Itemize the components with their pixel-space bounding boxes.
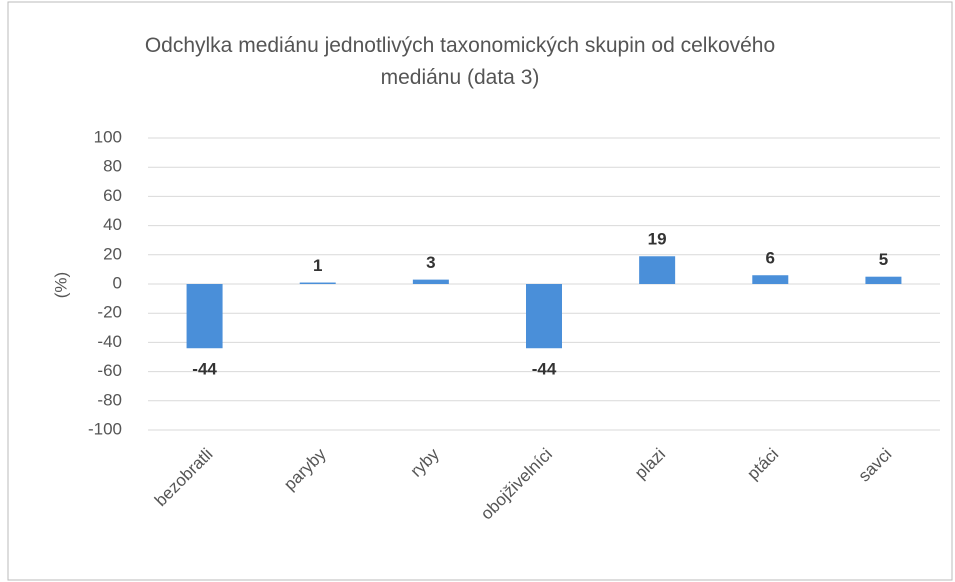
y-tick-label: -20 (97, 303, 122, 322)
bar (299, 282, 336, 284)
data-label: -44 (532, 360, 557, 379)
y-tick-label: 40 (103, 215, 122, 234)
y-tick-label: 0 (113, 273, 122, 292)
y-tick-label: 60 (103, 186, 122, 205)
data-label: 1 (313, 256, 322, 275)
y-tick-label: 80 (103, 157, 122, 176)
x-tick-label: paryby (280, 444, 330, 494)
bar (752, 275, 789, 284)
data-label: 6 (766, 249, 775, 268)
y-tick-label: -80 (97, 390, 122, 409)
data-label: 3 (426, 253, 435, 272)
x-tick-label: savci (855, 445, 896, 486)
bar (526, 284, 562, 349)
x-tick-label: bezobratli (151, 445, 217, 511)
y-tick-label: -40 (97, 332, 122, 351)
data-label: -44 (192, 360, 217, 379)
bar (186, 284, 223, 349)
chart-title: Odchylka mediánu jednotlivých taxonomick… (144, 34, 776, 89)
x-tick-label: ptáci (743, 445, 782, 484)
bar (865, 276, 902, 284)
x-tick-label: obojživelníci (477, 445, 556, 524)
y-tick-label: -60 (97, 361, 122, 380)
bar (412, 279, 449, 284)
x-tick-label: ryby (407, 444, 443, 480)
x-tick-label: plazi (631, 445, 669, 483)
data-label: 5 (879, 250, 888, 269)
y-axis-label: (%) (51, 272, 70, 298)
y-tick-label: 100 (94, 127, 122, 146)
chart-border (7, 1, 953, 581)
y-tick-label: -100 (88, 419, 122, 438)
y-tick-label: 20 (103, 244, 122, 263)
bar (639, 256, 676, 284)
data-label: 19 (648, 230, 667, 249)
